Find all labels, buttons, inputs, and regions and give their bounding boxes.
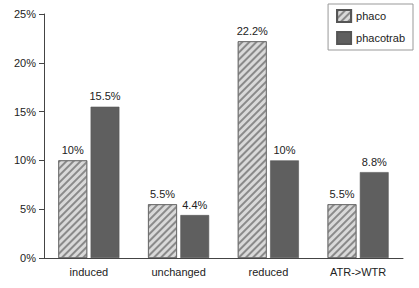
svg-text:15.5%: 15.5%: [89, 90, 120, 102]
svg-text:phaco: phaco: [356, 10, 386, 22]
svg-text:10%: 10%: [273, 144, 295, 156]
svg-text:phacotrab: phacotrab: [356, 32, 405, 44]
svg-text:10%: 10%: [62, 144, 84, 156]
svg-text:5.5%: 5.5%: [150, 188, 175, 200]
svg-text:unchanged: unchanged: [151, 266, 205, 278]
svg-text:0%: 0%: [20, 252, 36, 264]
svg-text:induced: induced: [70, 266, 109, 278]
svg-text:4.4%: 4.4%: [182, 199, 207, 211]
svg-text:8.8%: 8.8%: [362, 156, 387, 168]
svg-text:20%: 20%: [14, 57, 36, 69]
svg-text:25%: 25%: [14, 8, 36, 20]
svg-text:15%: 15%: [14, 106, 36, 118]
svg-text:reduced: reduced: [248, 266, 288, 278]
svg-text:5%: 5%: [20, 203, 36, 215]
svg-text:22.2%: 22.2%: [237, 25, 268, 37]
svg-text:ATR->WTR: ATR->WTR: [330, 266, 386, 278]
svg-text:5.5%: 5.5%: [329, 188, 354, 200]
svg-text:10%: 10%: [14, 154, 36, 166]
